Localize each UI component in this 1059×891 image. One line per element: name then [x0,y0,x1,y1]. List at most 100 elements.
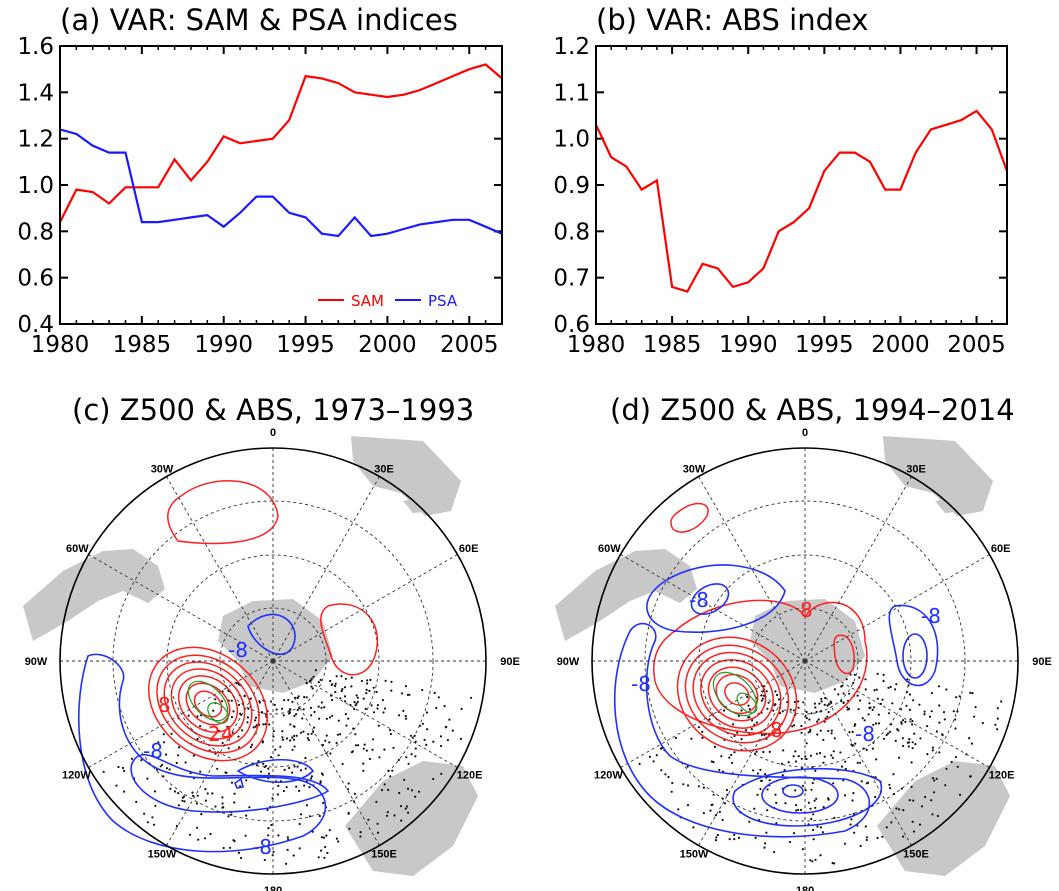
stipple-dot [935,777,938,780]
panel-c-polar-map: (c) Z500 & ABS, 1973–1993 [23,393,520,891]
stipple-dot [938,721,941,724]
stipple-dot [864,825,867,828]
stipple-dot [289,708,292,711]
stipple-dot [839,751,842,754]
longitude-label: 30E [906,464,926,476]
stipple-dot [954,718,957,721]
stipple-dot [928,715,932,718]
stipple-dot [270,700,273,703]
stipple-dot [329,679,332,683]
stipple-dot [392,746,395,749]
stipple-dot [277,784,280,787]
stipple-dot [368,757,371,761]
stipple-dot [271,797,274,800]
stipple-dot [421,688,424,692]
stipple-dot [744,729,748,732]
stipple-dot [408,693,411,696]
negative-contour [236,758,315,784]
stipple-dot [354,704,357,707]
stipple-dot [872,706,876,709]
stipple-dot [336,733,339,736]
stipple-dot [794,789,797,792]
stipple-dot [196,715,199,718]
stipple-dot [200,813,203,816]
stipple-dot [971,692,974,695]
stipple-dot [425,743,428,746]
stipple-dot [187,714,190,717]
stipple-dot [895,683,898,686]
stipple-dot [221,741,224,745]
stipple-dot [882,737,885,740]
stipple-dot [359,831,362,834]
stipple-dot [853,724,856,727]
stipple-dot [826,715,829,718]
stipple-dot [325,834,328,837]
stipple-dot [254,716,258,719]
stipple-dot [281,707,284,710]
stipple-dot [677,808,680,811]
stipple-dot [347,788,350,791]
stipple-dot [902,835,905,838]
longitude-label: 0 [270,427,276,439]
longitude-label: 60E [459,543,479,555]
stipple-dot [720,755,723,758]
stipple-dot [674,736,677,740]
stipple-dot [287,698,290,702]
stipple-dot [303,784,306,787]
stipple-dot [355,694,358,697]
stipple-dot [260,711,263,714]
stipple-dot [692,826,695,829]
stipple-dot [301,717,304,720]
stipple-dot [146,777,149,780]
stipple-dot [846,706,849,709]
stipple-dot [330,698,334,702]
stipple-dot [288,711,292,714]
stipple-dot [912,699,915,702]
stipple-dot [950,760,953,764]
stipple-dot [842,779,845,782]
stipple-dot [822,738,825,741]
stipple-dot [813,799,816,802]
stipple-dot [892,773,895,776]
stipple-dot [932,791,936,794]
stipple-dot [733,833,736,836]
stipple-dot [302,730,305,733]
longitude-label: 150W [680,848,709,860]
stipple-dot [765,690,768,693]
stipple-dot [786,700,789,704]
stipple-dot [782,749,785,752]
stipple-dot [270,823,273,827]
stipple-dot [349,703,352,707]
stipple-dot [638,762,641,765]
stipple-dot [157,741,160,744]
stipple-dot [792,755,795,758]
stipple-dot [286,836,289,839]
stipple-dot [810,788,813,791]
stipple-dot [723,802,727,805]
stipple-dot [871,747,874,750]
stipple-dot [191,791,194,794]
stipple-dot [393,814,396,817]
stipple-dot [389,732,392,736]
stipple-dot [312,730,315,733]
stipple-dot [889,787,892,790]
stipple-dot [797,706,800,709]
stipple-dot [832,782,835,785]
stipple-dot [823,755,826,758]
stipple-dot [852,812,855,815]
stipple-dot [269,756,273,759]
stipple-dot [801,784,805,787]
stipple-dot [313,710,316,714]
stipple-dot [135,800,138,803]
stipple-dot [154,804,157,807]
stipple-dot [652,760,655,763]
stipple-dot [969,775,972,778]
stipple-dot [801,848,804,851]
longitude-label: 30E [374,464,394,476]
stipple-dot [350,676,353,679]
meridian-line [804,660,990,768]
stipple-dot [311,687,314,690]
stipple-dot [425,711,429,714]
panel-c-title: (c) Z500 & ABS, 1973–1993 [72,393,474,427]
stipple-dot [177,804,180,807]
